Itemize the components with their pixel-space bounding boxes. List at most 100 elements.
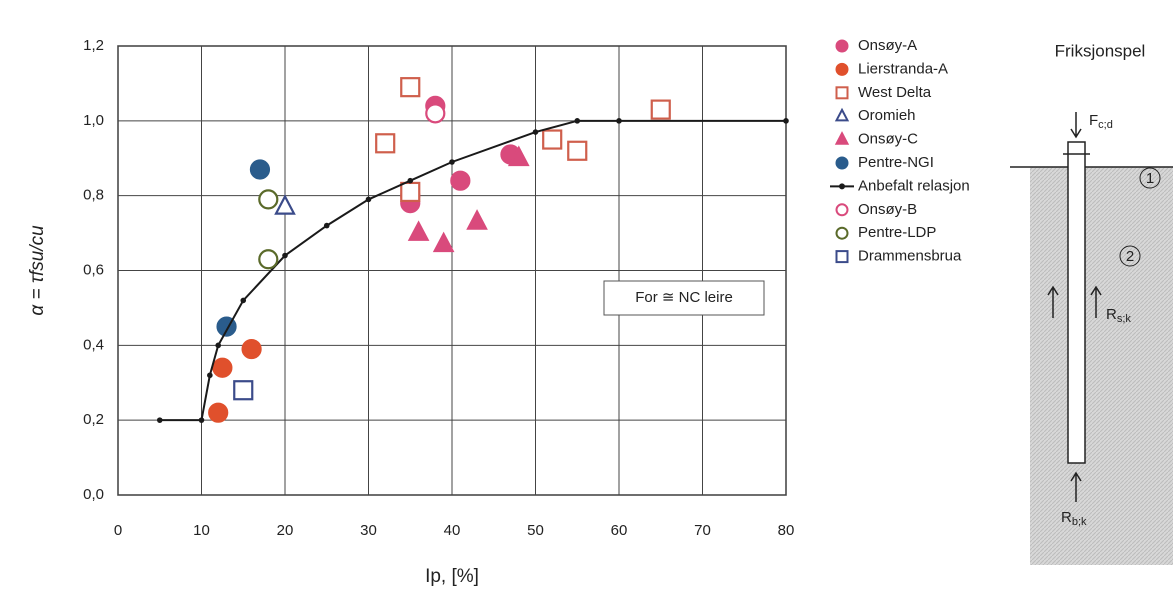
y-tick-label: 1,0: [83, 112, 104, 129]
x-tick-label: 70: [694, 522, 711, 539]
legend-item: Onsøy-C: [834, 131, 918, 148]
legend-marker: [835, 250, 849, 264]
legend-label: Onsøy-C: [858, 131, 918, 148]
label-sub: c;d: [1098, 119, 1113, 131]
x-tick-label: 30: [360, 522, 377, 539]
point: [466, 209, 488, 230]
point: [783, 118, 789, 124]
legend-label: Anbefalt relasjon: [858, 177, 970, 194]
legend-item: Drammensbrua: [835, 248, 962, 265]
legend-label: Oromieh: [858, 107, 916, 124]
point: [542, 129, 563, 150]
label-sub: s;k: [1117, 313, 1132, 325]
zone-circle: [1119, 245, 1141, 267]
point: [616, 118, 622, 124]
y-tick-label: 0,4: [83, 336, 104, 353]
point: [425, 103, 446, 124]
legend-label: Lierstranda-A: [858, 60, 948, 77]
point: [532, 129, 539, 135]
point: [212, 357, 233, 378]
label-main: F: [1089, 112, 1098, 129]
legend-item: Lierstranda-A: [835, 60, 948, 77]
point: [400, 181, 421, 203]
zone-label: 1: [1146, 170, 1154, 187]
point: [432, 231, 455, 253]
annotation: For ≅ NC leire: [635, 289, 733, 306]
legend-label: Onsøy-B: [858, 201, 917, 218]
pile: [1067, 141, 1086, 464]
zone-label: 2: [1126, 248, 1134, 265]
point: [407, 220, 430, 241]
legend-item: Pentre-LDP: [835, 224, 936, 241]
point: [365, 196, 372, 203]
point: [282, 252, 288, 259]
point: [207, 372, 213, 379]
point: [198, 417, 205, 423]
legend-marker: [835, 39, 849, 53]
arrow-up: [1047, 285, 1059, 318]
shaft-label: Rs;k: [1106, 306, 1131, 325]
arrow-up: [1070, 471, 1082, 502]
legend-item: West Delta: [835, 84, 932, 101]
point: [233, 380, 254, 401]
x-tick-label: 0: [114, 522, 122, 539]
point: [407, 177, 414, 184]
point: [241, 338, 262, 360]
point: [450, 170, 471, 191]
legend-marker: [835, 86, 849, 100]
point: [240, 297, 247, 304]
label-main: R: [1061, 509, 1072, 526]
x-tick-label: 40: [444, 522, 461, 539]
point: [567, 140, 588, 161]
x-tick-label: 60: [611, 522, 628, 539]
legend-marker: [835, 156, 849, 170]
point: [258, 189, 279, 210]
label-main: R: [1106, 306, 1117, 323]
point: [507, 145, 530, 167]
legend-marker: [835, 62, 849, 76]
point: [400, 77, 421, 98]
point: [258, 249, 279, 270]
legend-item: Oromieh: [834, 107, 916, 124]
base-label: Rb;k: [1061, 509, 1087, 528]
legend-marker: [839, 183, 845, 190]
x-tick-label: 80: [778, 522, 795, 539]
point: [156, 417, 163, 423]
y-axis-label: α = τfsu/cu: [27, 225, 48, 316]
arrow-up: [1090, 285, 1102, 318]
annotation-box: [603, 280, 765, 316]
point: [650, 99, 671, 120]
label-sub: b;k: [1072, 516, 1087, 528]
legend-label: Onsøy-A: [858, 37, 917, 54]
zone-circle: [1139, 167, 1161, 189]
legend-label: Pentre-NGI: [858, 154, 934, 171]
y-tick-label: 1,2: [83, 37, 104, 54]
legend-label: West Delta: [858, 84, 932, 101]
legend-marker: [835, 226, 849, 240]
force-label: Fc;d: [1089, 112, 1113, 131]
soil: [1030, 167, 1173, 565]
x-axis-label: Ip, [%]: [425, 566, 479, 587]
y-tick-label: 0,6: [83, 261, 104, 278]
x-tick-label: 50: [527, 522, 544, 539]
point: [249, 159, 271, 180]
point: [323, 222, 330, 229]
legend-marker: [834, 107, 850, 122]
diagram-title: Friksjonspel: [1055, 41, 1146, 60]
point: [449, 159, 455, 165]
legend-label: Pentre-LDP: [858, 224, 936, 241]
point: [375, 133, 396, 154]
legend-item: Onsøy-A: [835, 37, 917, 54]
line: [159, 119, 786, 422]
point: [208, 402, 229, 423]
point: [274, 194, 296, 215]
legend-item: Onsøy-B: [835, 201, 917, 218]
y-tick-label: 0,2: [83, 411, 104, 428]
legend-item: Anbefalt relasjon: [830, 177, 970, 194]
legend-label: Drammensbrua: [858, 248, 962, 265]
x-tick-label: 20: [277, 522, 294, 539]
legend-marker: [834, 131, 850, 145]
point: [215, 342, 221, 349]
point: [574, 118, 581, 124]
legend-marker: [835, 203, 849, 217]
